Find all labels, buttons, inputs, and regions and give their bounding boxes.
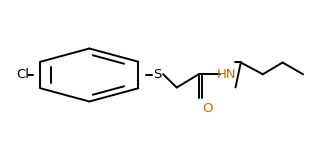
Text: Cl: Cl [16,69,29,81]
Text: S: S [153,68,161,81]
Text: HN: HN [217,68,237,81]
Text: O: O [202,102,212,115]
